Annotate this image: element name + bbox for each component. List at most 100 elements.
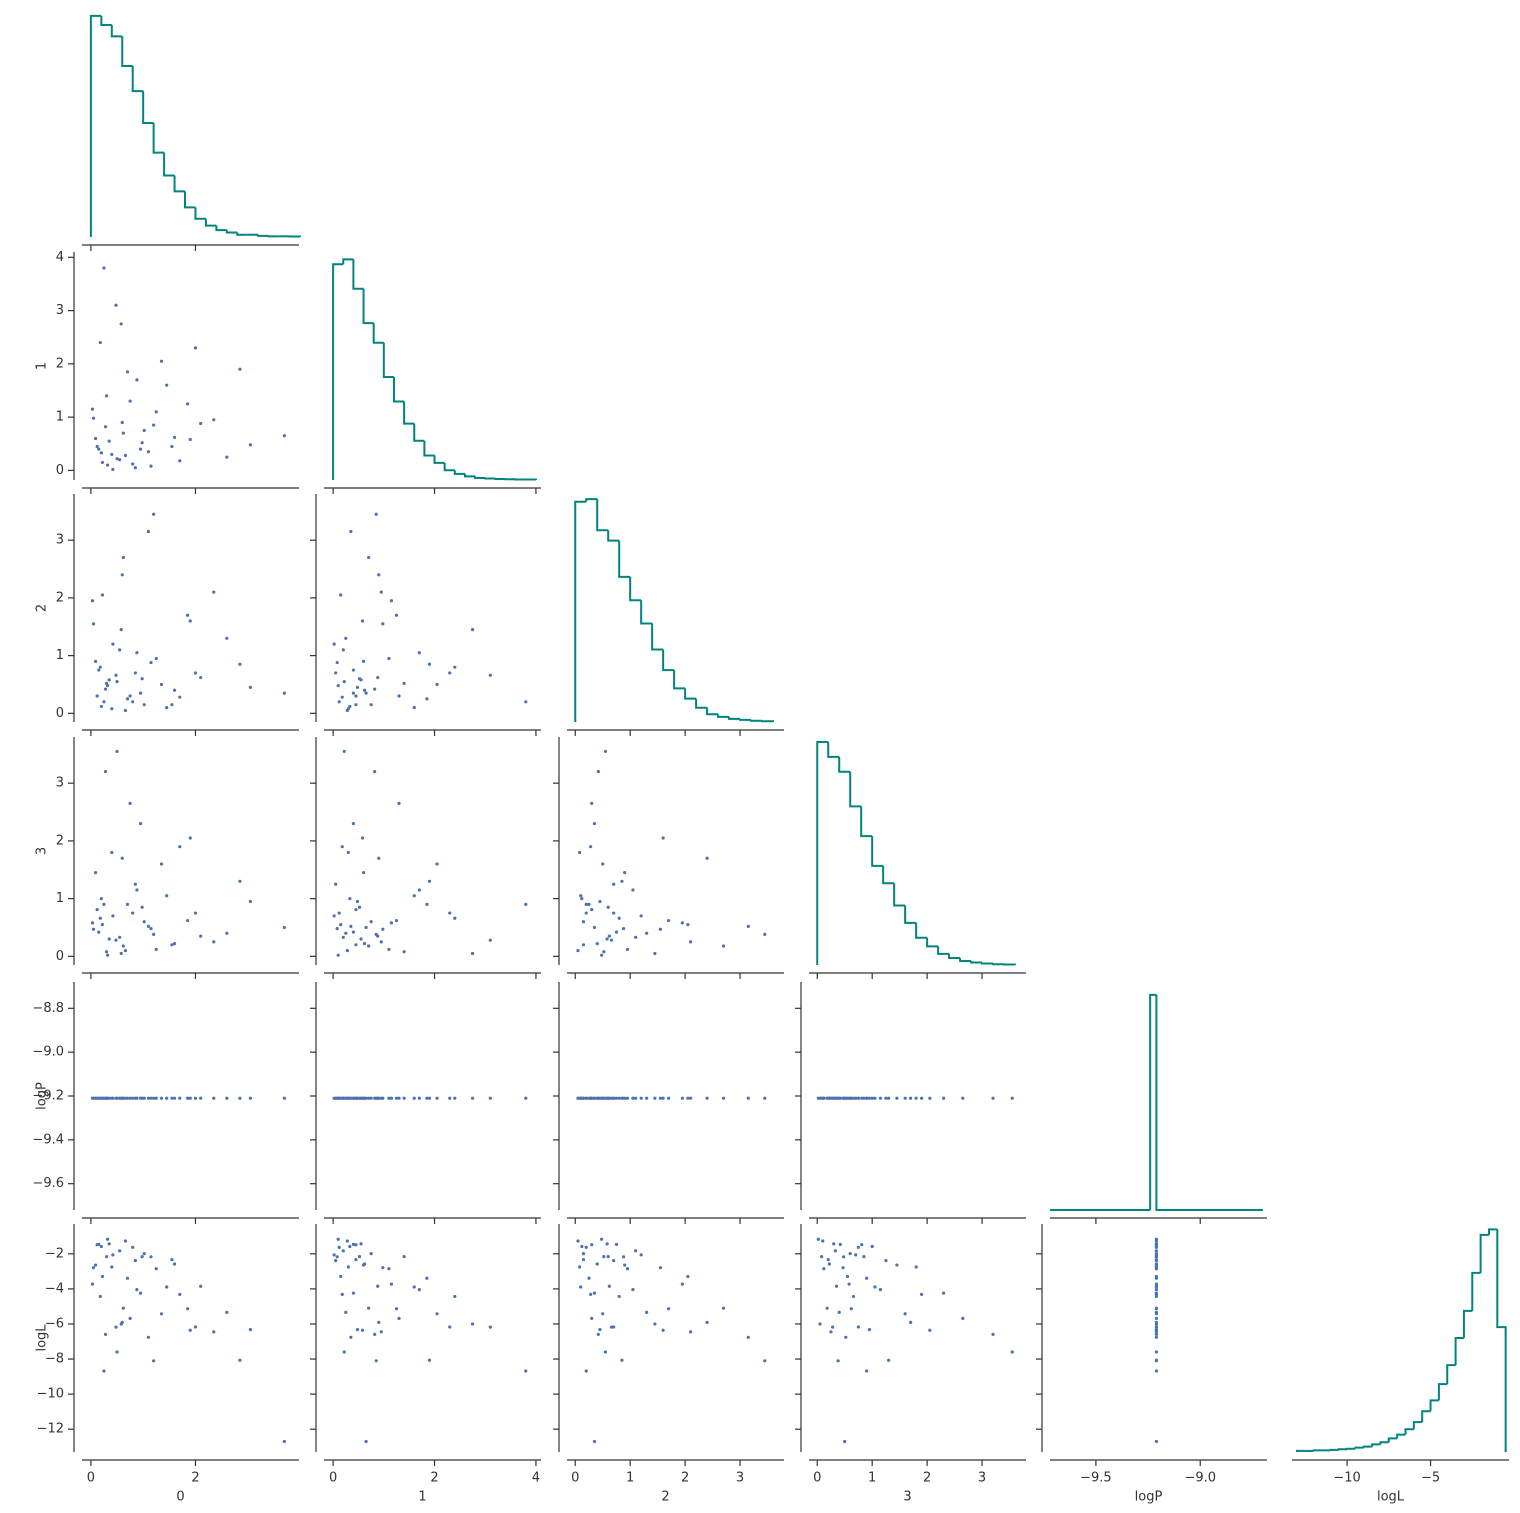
hist-step xyxy=(816,740,829,965)
scatter-point xyxy=(686,922,690,927)
scatter-point xyxy=(193,671,198,675)
scatter-point xyxy=(658,1266,662,1270)
scatter-point xyxy=(146,924,151,928)
scatter-point xyxy=(865,1369,869,1373)
scatter-point xyxy=(402,1096,406,1100)
scatter-point xyxy=(841,1266,845,1270)
hist-step xyxy=(1346,1447,1356,1450)
scatter-point xyxy=(369,920,373,924)
scatter-point xyxy=(355,1327,360,1332)
scatter-point xyxy=(928,1096,932,1100)
x-tick-label: 0 xyxy=(329,1471,337,1486)
scatter-point xyxy=(746,924,750,928)
scatter-point xyxy=(605,937,609,941)
y-tick-label: 3 xyxy=(56,776,64,791)
scatter-point xyxy=(348,897,352,901)
x-tick-label: 2 xyxy=(191,1471,199,1486)
scatter-point xyxy=(337,700,341,704)
x-tick-label: −9.5 xyxy=(1080,1471,1112,1486)
scatter-point xyxy=(152,1096,156,1100)
scatter-point xyxy=(379,940,383,944)
x-tick-label: 2 xyxy=(923,1471,931,1486)
scatter-point xyxy=(584,902,588,906)
scatter-point xyxy=(107,937,111,941)
scatter-point xyxy=(165,894,169,898)
scatter-point xyxy=(103,425,108,429)
scatter-point xyxy=(592,1439,597,1444)
scatter-point xyxy=(589,1292,593,1296)
scatter-point xyxy=(579,894,583,898)
hist-step xyxy=(1429,1399,1439,1412)
scatter-point xyxy=(427,662,432,666)
hist-step xyxy=(1149,993,1157,1210)
x-tick-label: 0 xyxy=(813,1471,821,1486)
scatter-point xyxy=(412,1096,416,1100)
scatter-point xyxy=(351,1242,356,1246)
scatter-point xyxy=(1154,1307,1159,1311)
hist-step xyxy=(574,500,587,722)
scatter-point xyxy=(829,1096,833,1100)
scatter-point xyxy=(367,555,371,560)
scatter-point xyxy=(342,679,346,684)
scatter-point xyxy=(763,1359,767,1363)
scatter-point xyxy=(104,950,109,954)
scatter-point xyxy=(1154,1237,1159,1241)
scatter-point xyxy=(123,948,127,953)
scatter-point xyxy=(111,1096,115,1100)
scatter-point xyxy=(587,1276,591,1280)
scatter-point xyxy=(887,1096,891,1100)
scatter-point xyxy=(631,1287,635,1292)
scatter-point xyxy=(238,879,242,883)
scatter-point xyxy=(387,1267,391,1271)
hist-step xyxy=(728,716,741,720)
hist-step xyxy=(585,498,598,502)
scatter-point xyxy=(120,856,124,860)
scatter-point xyxy=(142,703,146,707)
hist-step xyxy=(474,476,486,480)
scatter-point xyxy=(721,944,726,948)
hist-step xyxy=(403,401,415,425)
scatter-point xyxy=(941,1096,946,1100)
hist-step xyxy=(163,152,175,177)
scatter-point xyxy=(844,1335,848,1339)
scatter-point xyxy=(592,1096,597,1100)
scatter-point xyxy=(103,770,108,774)
scatter-point xyxy=(178,1096,182,1100)
scatter-point xyxy=(367,944,371,948)
scatter-point xyxy=(417,1287,421,1292)
scatter-point xyxy=(110,850,114,855)
scatter-point xyxy=(334,671,338,675)
hist-step xyxy=(257,234,269,237)
scatter-point xyxy=(100,922,104,927)
y-tick-label: 0 xyxy=(56,463,64,478)
scatter-point xyxy=(133,882,137,886)
scatter-point xyxy=(114,673,118,677)
scatter-point xyxy=(427,1358,432,1362)
scatter-point xyxy=(95,907,99,912)
scatter-point xyxy=(834,1284,839,1288)
scatter-point xyxy=(99,1096,103,1100)
scatter-point xyxy=(369,703,373,707)
scatter-point xyxy=(128,1316,132,1320)
scatter-point xyxy=(831,1325,835,1329)
scatter-point xyxy=(121,1306,125,1310)
scatter-point xyxy=(138,1291,143,1295)
scatter-point xyxy=(816,1096,820,1100)
y-axis-label: logL xyxy=(35,1324,50,1352)
hist-step xyxy=(173,175,186,193)
x-tick-label: 1 xyxy=(868,1471,876,1486)
scatter-point xyxy=(856,1096,861,1100)
scatter-point xyxy=(212,590,216,594)
scatter-point xyxy=(99,1244,103,1249)
scatter-point xyxy=(878,1287,883,1292)
scatter-point xyxy=(199,675,203,680)
scatter-point xyxy=(623,871,627,875)
hist-step xyxy=(1362,1445,1373,1448)
scatter-point xyxy=(345,948,349,953)
scatter-point xyxy=(111,642,115,646)
scatter-point xyxy=(377,573,381,577)
x-tick-label: −5 xyxy=(1421,1471,1440,1486)
scatter-point xyxy=(110,452,114,457)
scatter-point xyxy=(115,457,119,461)
hist-step xyxy=(1296,1449,1306,1452)
